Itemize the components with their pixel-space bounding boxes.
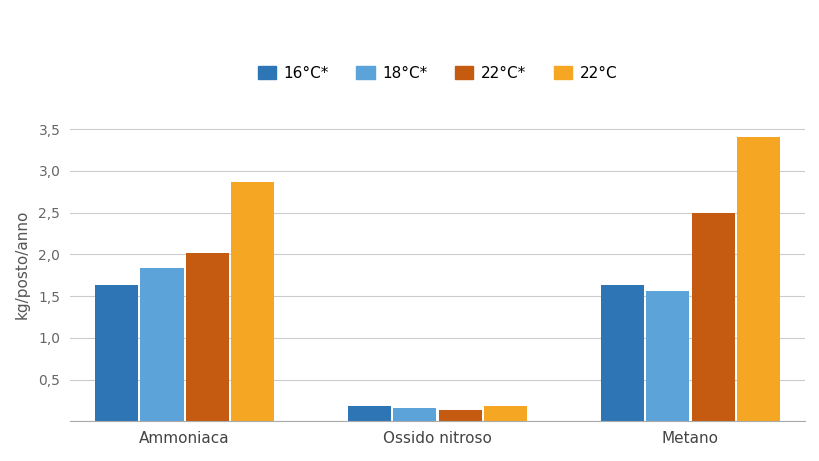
Bar [483, 406, 527, 421]
Bar [185, 253, 229, 421]
Bar [347, 406, 391, 421]
Bar [736, 137, 779, 421]
Bar [645, 291, 689, 421]
Bar [393, 408, 436, 421]
Bar [231, 182, 274, 421]
Bar [140, 268, 183, 421]
Bar [690, 213, 734, 421]
Legend: 16°C*, 18°C*, 22°C*, 22°C: 16°C*, 18°C*, 22°C*, 22°C [251, 59, 622, 87]
Y-axis label: kg/posto/anno: kg/posto/anno [15, 210, 30, 319]
Bar [95, 285, 138, 421]
Bar [600, 285, 643, 421]
Bar [438, 409, 482, 421]
